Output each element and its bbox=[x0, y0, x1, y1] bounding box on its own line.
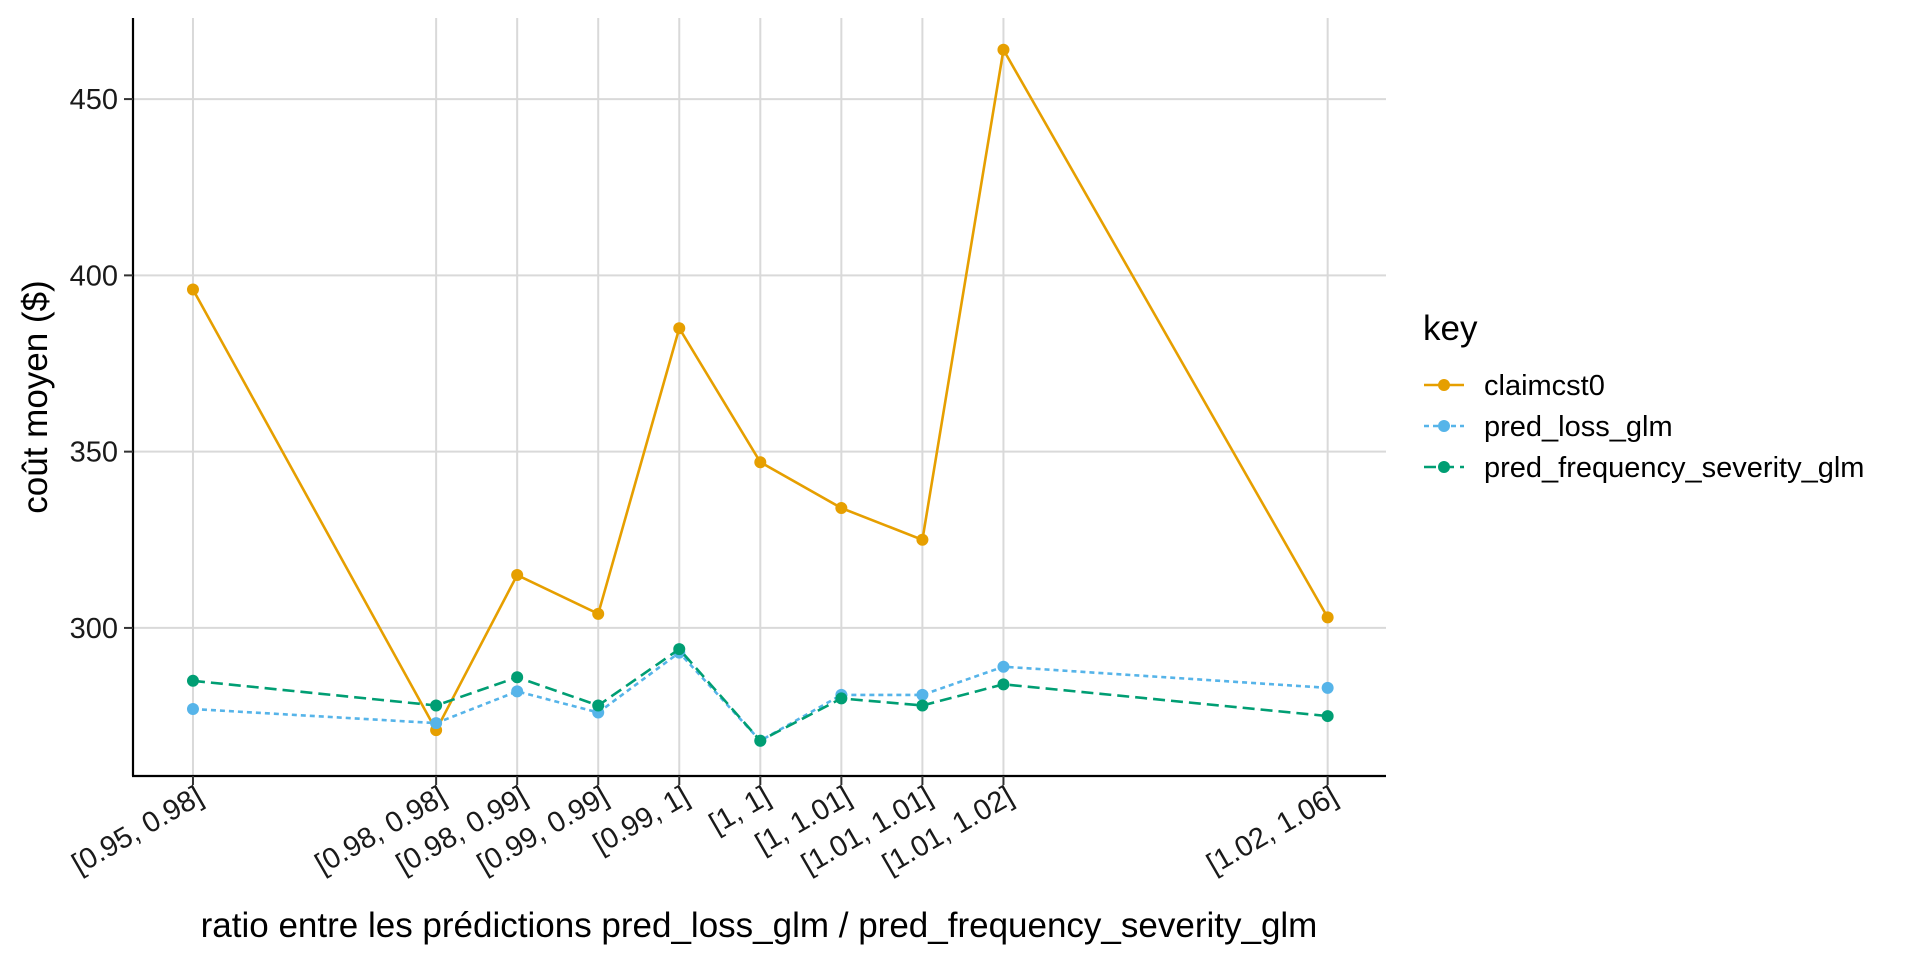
data-point bbox=[511, 569, 524, 582]
legend-label: pred_loss_glm bbox=[1484, 411, 1673, 443]
data-point bbox=[754, 734, 767, 747]
y-tick-label: 350 bbox=[70, 437, 118, 469]
y-tick-label: 400 bbox=[70, 260, 118, 292]
legend-key-point bbox=[1438, 420, 1450, 432]
data-point bbox=[592, 607, 605, 620]
data-point bbox=[1321, 681, 1334, 694]
legend-key-point bbox=[1438, 379, 1450, 391]
series-group bbox=[186, 43, 1334, 747]
legend-label: claimcst0 bbox=[1484, 370, 1605, 402]
x-axis-title: ratio entre les prédictions pred_loss_gl… bbox=[201, 906, 1318, 945]
data-point bbox=[916, 688, 929, 701]
data-point bbox=[511, 671, 524, 684]
data-point bbox=[430, 717, 443, 730]
data-point bbox=[673, 322, 686, 335]
x-tick-label: [1.02, 1.06] bbox=[1201, 780, 1343, 880]
data-point bbox=[997, 43, 1010, 56]
data-point bbox=[511, 685, 524, 698]
data-point bbox=[186, 703, 199, 716]
data-point bbox=[835, 502, 848, 515]
legend-label: pred_frequency_severity_glm bbox=[1484, 452, 1864, 484]
series-pred_frequency_severity_glm bbox=[186, 643, 1334, 747]
legend-item: pred_frequency_severity_glm bbox=[1424, 452, 1864, 484]
data-point bbox=[916, 699, 929, 712]
data-point bbox=[430, 699, 443, 712]
y-tick-label: 300 bbox=[70, 613, 118, 645]
legend-item: claimcst0 bbox=[1424, 370, 1605, 402]
data-point bbox=[186, 674, 199, 687]
series-line bbox=[191, 45, 1329, 733]
data-point bbox=[997, 678, 1010, 691]
data-point bbox=[592, 699, 605, 712]
legend-title: key bbox=[1423, 309, 1478, 348]
data-point bbox=[835, 692, 848, 705]
data-point bbox=[673, 643, 686, 656]
data-point bbox=[186, 283, 199, 296]
data-point bbox=[997, 660, 1010, 673]
legend-key-point bbox=[1438, 461, 1450, 473]
y-tick-label: 450 bbox=[70, 84, 118, 116]
legend-item: pred_loss_glm bbox=[1424, 411, 1673, 443]
data-point bbox=[1321, 611, 1334, 624]
data-point bbox=[754, 456, 767, 469]
series-line bbox=[192, 647, 1328, 743]
x-tick-label: [0.95, 0.98] bbox=[67, 780, 209, 880]
data-point bbox=[1321, 710, 1334, 723]
legend: key claimcst0 pred_loss_glm pred_frequency… bbox=[1423, 309, 1864, 484]
grid bbox=[133, 18, 1386, 776]
axes bbox=[131, 18, 1386, 778]
data-point bbox=[916, 533, 929, 546]
y-axis-title: coût moyen ($) bbox=[16, 280, 55, 513]
